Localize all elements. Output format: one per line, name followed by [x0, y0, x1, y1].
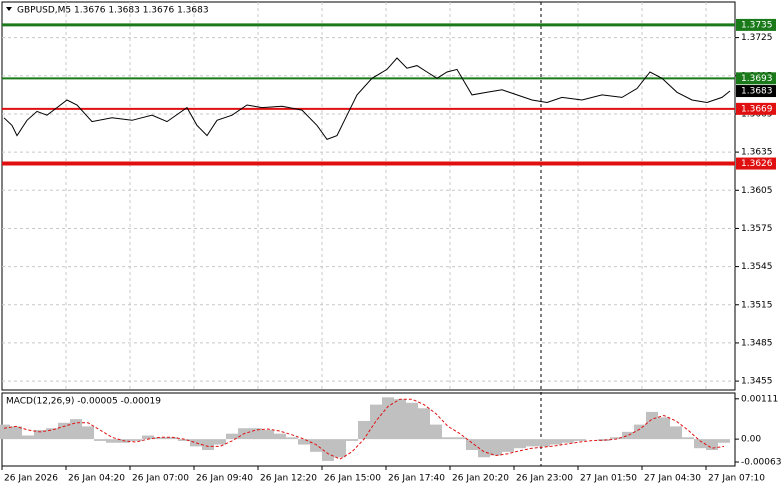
macd-bar [358, 420, 370, 440]
macd-bar [70, 419, 82, 440]
series-line [3, 398, 725, 460]
macd-bar [0, 424, 10, 440]
x-tick-label: 26 Jan 20:20 [452, 474, 509, 484]
macd-bar [178, 439, 190, 441]
level-label-bg [736, 18, 776, 31]
level-label-bg [736, 72, 776, 85]
macd-bar [166, 437, 178, 440]
macd-bar [10, 426, 22, 440]
macd-bar [550, 439, 562, 445]
macd-bar [286, 437, 298, 440]
x-tick-label: 26 Jan 23:00 [516, 474, 573, 484]
y-tick-label: 1.3575 [741, 224, 773, 234]
y-tick-label: 1.3635 [741, 148, 773, 158]
label-layer: 1.37251.36951.36651.36351.36051.35751.35… [1, 18, 781, 484]
macd-bar [466, 439, 478, 451]
macd-bar [430, 424, 442, 440]
macd-bar [490, 439, 502, 456]
macd-bar [298, 439, 310, 445]
macd-bar [406, 402, 418, 440]
macd-bar [190, 439, 202, 447]
macd-bar [694, 439, 706, 449]
macd-bar [622, 431, 634, 440]
macd-bar [394, 399, 406, 440]
x-tick-label: 27 Jan 07:10 [708, 474, 765, 484]
macd-bar [718, 439, 730, 443]
macd-bar [382, 397, 394, 440]
y-tick-label: 1.3605 [741, 186, 773, 196]
x-tick-label: 26 Jan 09:40 [196, 474, 253, 484]
macd-bar [538, 439, 550, 447]
y-tick-label: -0.00063 [741, 458, 781, 468]
y-tick-label: 1.3455 [741, 377, 773, 387]
x-tick-label: 26 Jan 15:00 [324, 474, 381, 484]
macd-bar [418, 408, 430, 440]
chart-title: GBPUSD,M5 1.3676 1.3683 1.3676 1.3683 [17, 6, 209, 16]
macd-bar [562, 439, 574, 443]
macd-bar [634, 424, 646, 440]
level-label: 1.3693 [741, 74, 773, 84]
x-tick-label: 26 Jan 17:40 [388, 474, 445, 484]
macd-title: MACD(12,26,9) -0.00005 -0.00019 [6, 397, 161, 407]
macd-bar [658, 417, 670, 440]
macd-bar [34, 430, 46, 440]
y-tick-label: 1.3515 [741, 300, 773, 310]
macd-bar [598, 439, 610, 441]
title-arrow [6, 7, 12, 11]
macd-bar [106, 439, 118, 443]
macd-bar [154, 437, 166, 440]
macd-bar [214, 439, 226, 445]
series-line [3, 57, 731, 141]
y-tick-label: 0.00 [741, 435, 761, 445]
macd-bar [526, 439, 538, 447]
y-tick-label: 1.3485 [741, 338, 773, 348]
macd-bar [130, 439, 142, 441]
x-tick-label: 26 Jan 12:20 [260, 474, 317, 484]
x-tick-label: 26 Jan 2026 [4, 474, 58, 484]
macd-bar [670, 426, 682, 440]
macd-bar [94, 439, 106, 441]
price-label: 1.3683 [741, 87, 773, 97]
macd-bar [142, 435, 154, 440]
y-tick-label: 1.3545 [741, 262, 773, 272]
macd-bar [22, 435, 34, 440]
level-label-bg [736, 102, 776, 115]
grid-layer [2, 2, 735, 466]
y-tick-label: 0.00111 [741, 394, 778, 404]
macd-bar [682, 437, 694, 440]
main-frame [1, 1, 736, 391]
y-tick-label: 1.3725 [741, 33, 773, 43]
macd-bar [574, 439, 586, 441]
macd-bar [46, 428, 58, 440]
price-label-bg [736, 85, 776, 98]
macd-bar [274, 433, 286, 440]
x-tick-label: 27 Jan 04:30 [644, 474, 701, 484]
x-tick-label: 26 Jan 04:20 [68, 474, 125, 484]
x-tick-label: 26 Jan 07:00 [132, 474, 189, 484]
macd-bar [310, 439, 322, 452]
level-label: 1.3626 [741, 159, 773, 169]
macd-bar [58, 422, 70, 440]
macd-bar [442, 437, 454, 440]
macd-bar [346, 439, 358, 441]
macd-bar [610, 437, 622, 440]
macd-bar [202, 439, 214, 451]
level-label-bg [736, 157, 776, 170]
x-tick-label: 27 Jan 01:50 [580, 474, 637, 484]
macd-bar [262, 430, 274, 440]
macd-bar [502, 439, 514, 452]
macd-bar [646, 411, 658, 440]
data-layer [0, 23, 735, 461]
macd-bar [514, 439, 526, 449]
macd-bar [706, 439, 718, 451]
level-label: 1.3735 [741, 20, 773, 30]
macd-bar [334, 439, 346, 458]
macd-bar [250, 428, 262, 440]
macd-bar [454, 437, 466, 440]
macd-bar [226, 433, 238, 440]
macd-bar [82, 426, 94, 440]
level-label: 1.3669 [741, 104, 773, 114]
